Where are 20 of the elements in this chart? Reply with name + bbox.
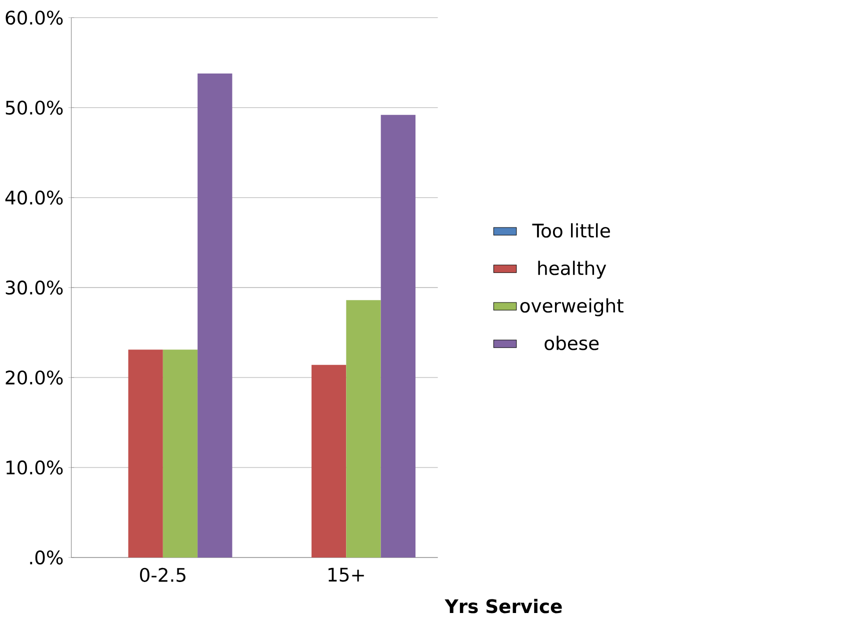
- x-tick-label: 0-2.5: [140, 568, 186, 582]
- legend-label: healthy: [538, 260, 606, 279]
- y-tick-label: 40.0%: [5, 190, 63, 204]
- bar: [380, 114, 416, 558]
- x-tick-label: 15+: [328, 568, 364, 582]
- y-tick-label: 50.0%: [6, 100, 63, 114]
- bar: [128, 349, 163, 558]
- y-tick-label: .0%: [30, 550, 63, 564]
- bar: [346, 300, 381, 558]
- bar: [162, 349, 198, 558]
- legend-label: Too little: [532, 223, 610, 238]
- legend-label: overweight: [520, 298, 624, 316]
- y-tick-label: 60.0%: [6, 10, 63, 25]
- y-tick-label: 30.0%: [6, 280, 63, 294]
- legend-label: obese: [544, 336, 599, 350]
- bar: [312, 364, 346, 558]
- y-tick-label: 20.0%: [6, 370, 63, 384]
- y-tick-label: 10.0%: [6, 460, 63, 474]
- bar: [198, 73, 232, 558]
- x-axis-title: Yrs Service: [444, 598, 562, 614]
